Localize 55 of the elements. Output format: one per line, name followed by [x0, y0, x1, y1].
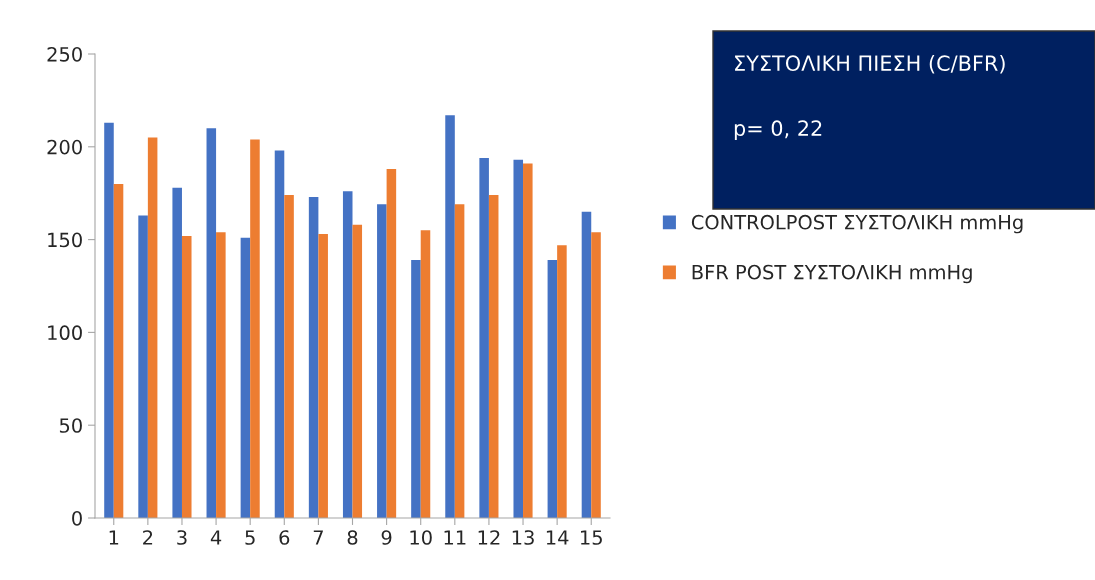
bar	[411, 260, 421, 518]
bar	[547, 260, 558, 518]
bar	[454, 204, 465, 518]
x-tick-label: 10	[410, 530, 432, 545]
bar	[488, 195, 499, 518]
bar	[420, 230, 431, 518]
bar	[104, 122, 114, 518]
bar	[513, 159, 524, 518]
x-tick-label: 5	[245, 530, 255, 545]
y-tick-label: 50	[59, 418, 82, 433]
bar	[308, 196, 319, 518]
bar	[181, 235, 192, 518]
y-tick-label: 150	[48, 232, 82, 248]
bar	[479, 157, 489, 518]
bar	[591, 232, 601, 518]
bar	[250, 139, 260, 518]
bar	[352, 224, 363, 518]
bar	[284, 195, 294, 518]
bar	[147, 137, 158, 518]
x-tick-label: 15	[581, 530, 602, 545]
x-tick-label: 9	[381, 530, 392, 545]
bar	[445, 115, 455, 518]
x-tick-label: 2	[143, 530, 153, 545]
text: ΣΥΣΤΟΛΙΚΗ ΠΙΕΣΗ (C/BFR)	[735, 54, 1005, 74]
legend-label: CONTROLPOST ΣΥΣΤΟΛΙΚΗ mmHg	[691, 214, 1023, 234]
x-tick-label: 4	[210, 530, 222, 545]
y-tick-label: 0	[72, 510, 82, 526]
x-tick-label: 13	[512, 530, 534, 545]
y-tick-label: 200	[47, 139, 82, 155]
bar	[216, 232, 226, 518]
x-tick-label: 1	[109, 530, 119, 545]
y-tick-label: 100	[48, 325, 82, 341]
x-tick-label: 11	[444, 530, 466, 545]
x-tick-label: 12	[478, 530, 500, 545]
bar	[523, 163, 533, 518]
legend-label: BFR POST ΣΥΣΤΟΛΙΚΗ mmHg	[692, 264, 972, 284]
text: p= 0, 22	[734, 120, 822, 141]
y-tick-label: 250	[47, 46, 82, 62]
x-tick-label: 3	[177, 530, 187, 545]
bar	[172, 187, 182, 518]
x-tick-label: 8	[347, 530, 358, 545]
bar	[113, 183, 124, 518]
x-tick-label: 6	[279, 530, 290, 545]
x-tick-label: 14	[546, 530, 569, 545]
bar	[318, 234, 328, 518]
bar	[138, 215, 148, 518]
bar	[581, 211, 592, 518]
bar	[386, 169, 397, 518]
bar	[557, 245, 567, 518]
bar	[240, 237, 251, 518]
bar	[206, 128, 217, 518]
bar	[377, 204, 387, 518]
bar	[342, 191, 353, 518]
bar	[274, 150, 285, 518]
x-tick-label: 7	[313, 530, 323, 545]
